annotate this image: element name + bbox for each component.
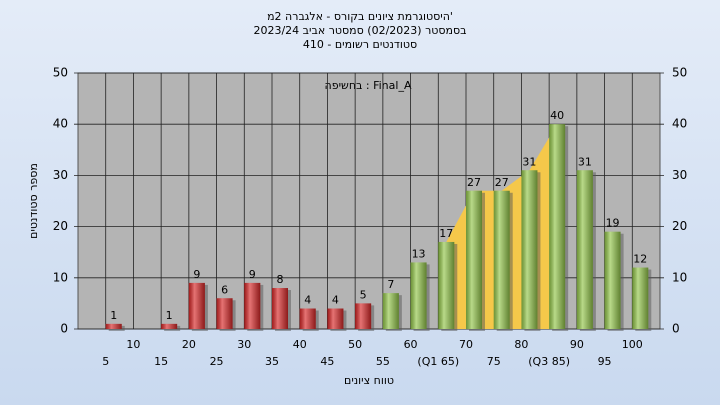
value-label: 4 bbox=[332, 294, 339, 307]
x-tick-label: 80 bbox=[514, 338, 528, 351]
x-tick-label: 20 bbox=[182, 338, 196, 351]
x-tick-label: 15 bbox=[154, 355, 168, 368]
y-tick-label: 10 bbox=[53, 270, 68, 284]
x-tick-label: 45 bbox=[320, 355, 334, 368]
x-tick-label: 75 bbox=[487, 355, 501, 368]
x-tick-label: 5 bbox=[102, 355, 109, 368]
bar-shine bbox=[327, 308, 344, 329]
x-tick-label: 10 bbox=[126, 338, 140, 351]
x-tick-label: 50 bbox=[348, 338, 362, 351]
value-label: 40 bbox=[550, 109, 564, 122]
y-tick-label: 40 bbox=[53, 117, 68, 131]
bar-shine bbox=[188, 282, 205, 329]
bar-shine bbox=[382, 293, 399, 329]
value-label: 1 bbox=[110, 309, 117, 322]
value-label: 12 bbox=[633, 253, 647, 266]
y-axis-label: מספר סטודנטים bbox=[27, 163, 40, 239]
plot-area bbox=[77, 72, 661, 330]
annotation: בחשיפה : Final_A bbox=[325, 79, 412, 92]
bar-shine bbox=[576, 170, 593, 329]
y-tick-label: 0 bbox=[60, 322, 68, 336]
value-label: 31 bbox=[522, 155, 536, 168]
value-label: 9 bbox=[249, 268, 256, 281]
y2-tick-label: 40 bbox=[672, 117, 687, 131]
bar-shine bbox=[161, 323, 178, 329]
x-tick-label: 55 bbox=[376, 355, 390, 368]
y2-tick-label: 20 bbox=[672, 219, 687, 233]
bar-shine bbox=[632, 267, 649, 329]
bar-shine bbox=[272, 288, 288, 329]
x-tick-label: 60 bbox=[404, 338, 418, 351]
y2-tick-label: 0 bbox=[672, 322, 680, 336]
value-label: 9 bbox=[193, 268, 200, 281]
value-label: 19 bbox=[606, 217, 620, 230]
y-tick-label: 50 bbox=[53, 66, 68, 80]
bar-shine bbox=[410, 262, 427, 329]
x-tick-label: 90 bbox=[570, 338, 584, 351]
bar-shine bbox=[521, 170, 538, 329]
bar-shine bbox=[549, 124, 566, 329]
bar-shine bbox=[105, 323, 122, 329]
bar-shine bbox=[493, 190, 510, 329]
bar-shine bbox=[604, 231, 621, 329]
x-tick-label: (Q3 85) bbox=[528, 355, 570, 368]
x-tick-label: 100 bbox=[622, 338, 643, 351]
value-label: 6 bbox=[221, 283, 228, 296]
x-tick-label: 40 bbox=[293, 338, 307, 351]
y2-tick-label: 30 bbox=[672, 168, 687, 182]
value-label: 13 bbox=[412, 247, 426, 260]
x-tick-label: (Q1 65) bbox=[417, 355, 459, 368]
x-tick-label: 70 bbox=[459, 338, 473, 351]
value-label: 31 bbox=[578, 155, 592, 168]
x-tick-label: 95 bbox=[598, 355, 612, 368]
chart-title: היסטוגרמת ציונים בקורס - אלגברה 2מ' bbox=[267, 10, 453, 23]
value-label: 17 bbox=[439, 227, 453, 240]
bar-shine bbox=[244, 282, 261, 329]
value-label: 5 bbox=[360, 288, 367, 301]
y-tick-label: 20 bbox=[53, 219, 68, 233]
y-tick-label: 30 bbox=[53, 168, 68, 182]
bar-shine bbox=[216, 298, 233, 329]
value-label: 27 bbox=[495, 176, 509, 189]
value-label: 27 bbox=[467, 176, 481, 189]
bar-shine bbox=[355, 303, 372, 329]
chart-subtitle: בסמסטר (02/2023) סמסטר אביב 2023/24 bbox=[253, 24, 466, 37]
bar-shine bbox=[438, 241, 455, 329]
y2-tick-label: 50 bbox=[672, 66, 687, 80]
value-label: 7 bbox=[387, 278, 394, 291]
value-label: 8 bbox=[277, 273, 284, 286]
x-tick-label: 30 bbox=[237, 338, 251, 351]
x-tick-label: 25 bbox=[210, 355, 224, 368]
value-label: 1 bbox=[166, 309, 173, 322]
chart-subtitle: סטודנטים רשומים - 410 bbox=[303, 38, 417, 51]
bar-shine bbox=[299, 308, 316, 329]
x-axis-label: טווח ציונים bbox=[344, 374, 394, 387]
x-tick-label: 35 bbox=[265, 355, 279, 368]
y2-tick-label: 10 bbox=[672, 270, 687, 284]
value-label: 4 bbox=[304, 294, 311, 307]
bar-shine bbox=[466, 190, 482, 329]
